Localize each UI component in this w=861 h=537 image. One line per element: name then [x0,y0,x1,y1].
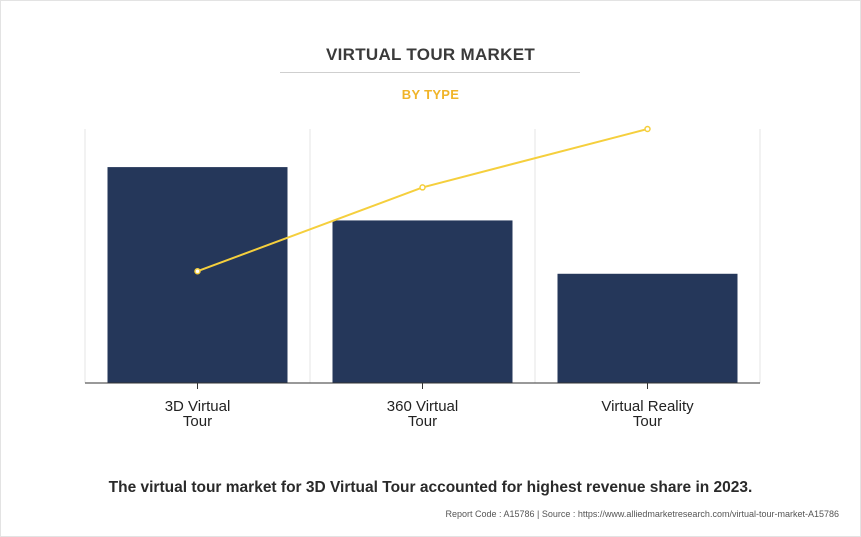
trend-point [419,184,426,191]
title-divider [280,72,580,73]
x-tick-label: 360 Virtual Tour [387,398,458,430]
chart-title: VIRTUAL TOUR MARKET [325,45,536,64]
bar [107,167,288,383]
grid-lines [84,129,761,383]
x-tick-label: Virtual Reality Tour [601,398,694,430]
chart-caption: The virtual tour market for 3D Virtual T… [108,479,753,496]
trend-point [644,125,651,133]
chart-subtitle: BY TYPE [401,87,460,102]
trend-line [194,125,651,275]
x-tick-label: 3D Virtual Tour [165,398,231,430]
source-footnote: Report Code : A15786 | Source : https://… [445,509,839,519]
bar [332,220,513,383]
x-axis [85,382,760,389]
trend-point [194,267,201,275]
x-tick-labels: 3D Virtual Tour 360 Virtual Tour Virtual Rea… [165,398,694,430]
bars [107,167,738,383]
bar [557,273,738,383]
